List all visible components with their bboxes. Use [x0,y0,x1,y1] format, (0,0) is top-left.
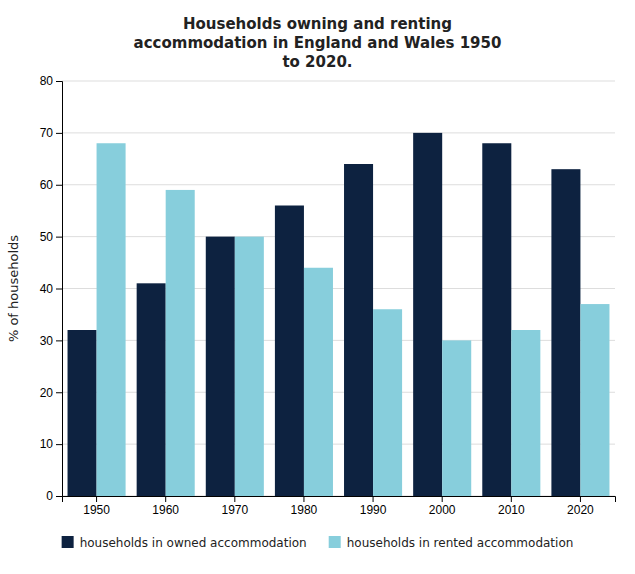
bar [373,309,402,496]
bars [68,133,610,496]
x-tick-mark [511,496,512,502]
x-tick: 1980 [291,496,318,517]
bar [235,237,264,496]
x-tick-mark [442,496,443,502]
y-tick: 60 [40,178,62,192]
y-tick-label: 80 [40,74,54,88]
chart: Households owning and rentingaccommodati… [0,0,635,574]
y-tick-label: 60 [40,178,54,192]
y-tick: 0 [46,489,62,503]
y-tick: 30 [40,334,62,348]
legend-swatch [329,536,341,548]
y-tick-label: 10 [40,437,54,451]
bar [511,330,540,496]
x-tick-label: 2020 [567,503,594,517]
x-tick-mark [303,496,304,502]
x-tick: 1990 [360,496,387,517]
x-tick: 1970 [221,496,248,517]
title-line: to 2020. [282,53,352,71]
bar [413,133,442,496]
x-tick-label: 1960 [152,503,179,517]
legend-swatch [62,536,74,548]
grid-line [62,81,615,82]
y-tick-label: 0 [46,489,53,503]
x-axis: 1950 1960 1970 1980 1990 2000 2010 2020 [63,496,616,517]
x-tick-label: 1980 [291,503,318,517]
y-tick-mark [56,81,62,82]
bar [482,143,511,496]
bar [304,268,333,496]
y-axis-title: % of households [6,235,21,342]
x-tick-label: 1990 [360,503,387,517]
y-tick-mark [56,237,62,238]
legend-label: households in owned accommodation [80,536,307,550]
bar [166,190,195,496]
legend-item: households in rented accommodation [329,536,574,550]
x-tick-mark [373,496,374,502]
x-tick: 1960 [152,496,179,517]
grid-line [62,184,615,185]
y-tick: 40 [40,282,62,296]
x-tick-mark [234,496,235,502]
x-tick: 2010 [498,496,525,517]
y-axis: 0 10 20 30 40 50 60 70 80 [40,74,63,503]
y-tick-label: 30 [40,334,54,348]
y-tick-mark [56,496,62,497]
x-tick: 1950 [83,496,110,517]
y-tick: 50 [40,230,62,244]
legend-label: households in rented accommodation [347,536,574,550]
bar-series [68,133,581,496]
plot: 1950 1960 1970 1980 1990 2000 2010 2020 0 10 20 30 4… [6,74,616,516]
x-tick-label: 1970 [221,503,248,517]
x-tick-mark [580,496,581,502]
x-tick-mark [96,496,97,502]
bar [137,283,166,496]
y-tick-mark [56,340,62,341]
grid-line [62,236,615,237]
bar-series [97,143,610,496]
bar [442,340,471,496]
y-tick: 20 [40,386,62,400]
bar [206,237,235,496]
bar [344,164,373,496]
y-tick-label: 40 [40,282,54,296]
bar [580,304,609,496]
title-line: Households owning and renting [183,15,452,33]
y-tick-mark [56,185,62,186]
x-tick-label: 1950 [83,503,110,517]
y-tick-label: 50 [40,230,54,244]
bar [68,330,97,496]
y-tick-mark [56,133,62,134]
y-tick: 70 [40,126,62,140]
y-tick-label: 70 [40,126,54,140]
y-axis-line [56,82,63,497]
y-tick-label: 20 [40,386,54,400]
x-axis-line [63,497,616,503]
bar [97,143,126,496]
y-tick-mark [56,392,62,393]
grid-line [62,132,615,133]
x-tick: 2000 [429,496,456,517]
title: Households owning and rentingaccommodati… [134,15,502,71]
legend: households in owned accommodation househo… [62,536,574,550]
x-tick: 2020 [567,496,594,517]
bar [275,206,304,497]
bar [551,169,580,496]
x-tick-label: 2010 [498,503,525,517]
y-tick-mark [56,289,62,290]
y-tick: 10 [40,437,62,451]
x-tick-mark [165,496,166,502]
x-tick-label: 2000 [429,503,456,517]
y-tick-mark [56,444,62,445]
legend-item: households in owned accommodation [62,536,307,550]
grid [62,81,615,496]
title-line: accommodation in England and Wales 1950 [134,34,502,52]
y-tick: 80 [40,74,62,88]
